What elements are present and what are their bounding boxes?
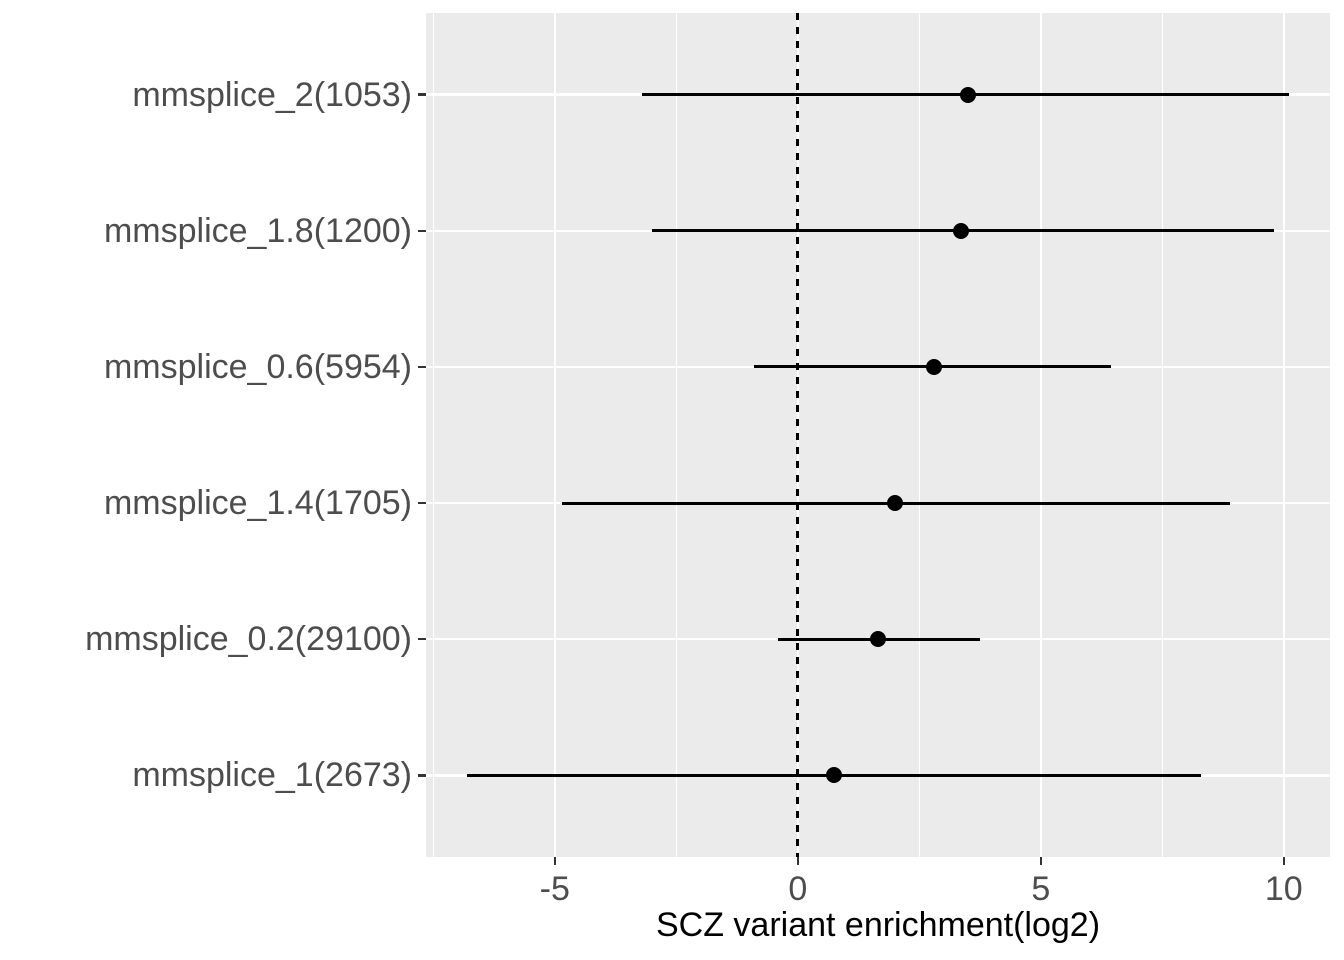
- y-axis-label: mmsplice_1.8(1200): [103, 211, 412, 250]
- x-axis-tick: [796, 857, 800, 865]
- minor-gridline-vertical: [1161, 13, 1164, 857]
- x-axis-tick-label: 5: [1031, 870, 1051, 908]
- estimate-point: [959, 86, 976, 103]
- y-axis-tick: [418, 637, 426, 641]
- y-axis-tick: [418, 229, 426, 233]
- minor-gridline-vertical: [675, 13, 678, 857]
- x-axis-tick-label: -5: [539, 870, 570, 908]
- estimate-point: [870, 631, 886, 648]
- estimate-point: [887, 495, 903, 512]
- minor-gridline-vertical: [918, 13, 921, 857]
- plot-panel: [426, 13, 1330, 857]
- y-axis-label: mmsplice_0.2(29100): [85, 620, 412, 659]
- x-axis-tick-label: 0: [788, 870, 808, 908]
- y-axis-label: mmsplice_0.6(5954): [103, 347, 412, 386]
- x-axis-tick: [553, 857, 557, 865]
- y-axis-label: mmsplice_2(1053): [132, 75, 412, 114]
- x-axis-tick: [1039, 857, 1043, 865]
- zero-reference-line: [796, 13, 800, 857]
- y-axis-tick: [418, 93, 426, 96]
- y-axis-tick: [418, 365, 426, 369]
- estimate-point: [925, 358, 942, 375]
- x-axis-tick-label: 10: [1264, 870, 1303, 908]
- y-axis-tick: [418, 774, 426, 777]
- x-axis-title: SCZ variant enrichment(log2): [655, 906, 1101, 944]
- y-axis-label: mmsplice_1.4(1705): [103, 484, 412, 523]
- x-axis-tick: [1282, 857, 1286, 865]
- major-gridline-vertical: [1039, 13, 1043, 857]
- estimate-point: [826, 767, 843, 784]
- y-axis-tick: [418, 501, 426, 505]
- major-gridline-vertical: [1282, 13, 1286, 857]
- estimate-point: [952, 222, 969, 239]
- y-axis-label: mmsplice_1(2673): [132, 756, 412, 795]
- minor-gridline-vertical: [432, 13, 435, 857]
- major-gridline-vertical: [553, 13, 557, 857]
